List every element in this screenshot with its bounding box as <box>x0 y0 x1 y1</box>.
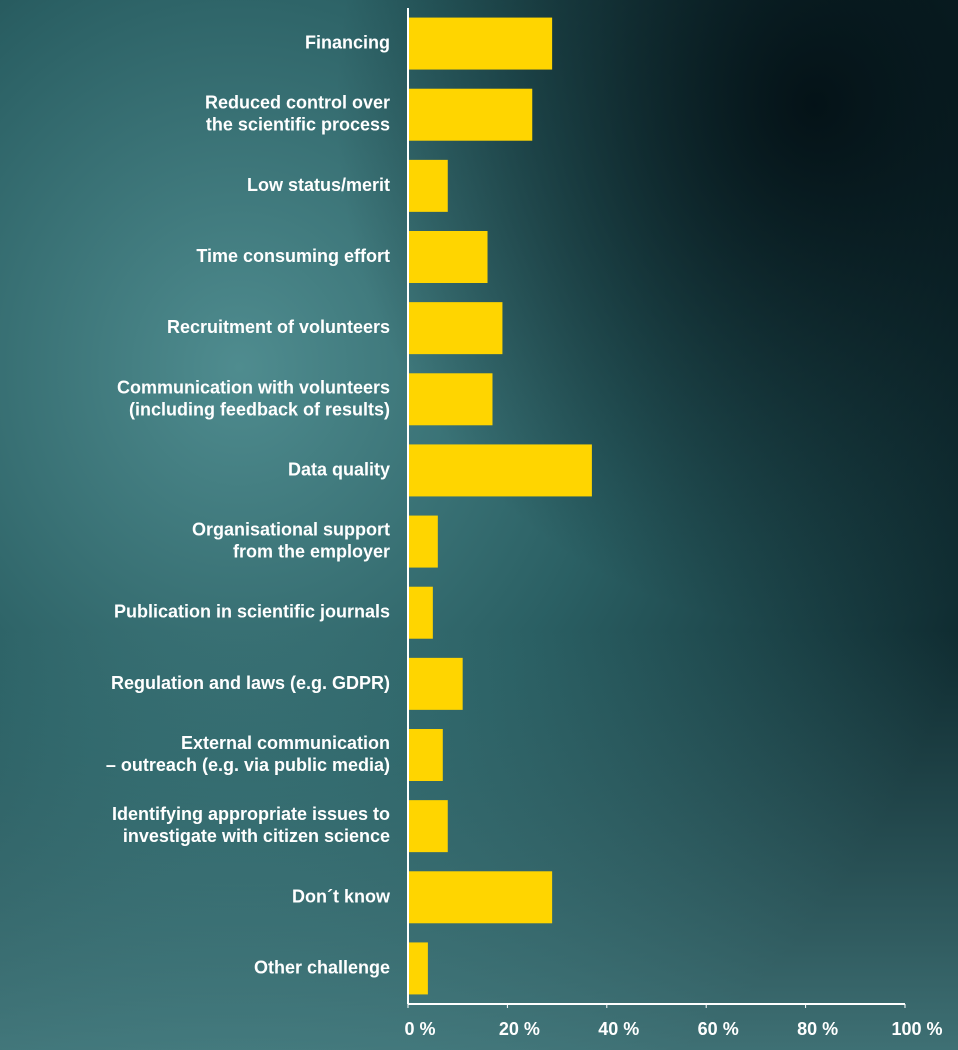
y-tick-label: Publication in scientific journals <box>114 601 390 621</box>
y-tick-label: Low status/merit <box>247 175 390 195</box>
y-tick-label: Other challenge <box>254 957 390 977</box>
y-tick-label: External communication – outreach (e.g. v… <box>106 733 390 775</box>
y-tick-label: Organisational support from the employer <box>192 519 390 561</box>
y-tick-label: Identifying appropriate issues to investi… <box>112 804 390 846</box>
bar <box>408 373 493 426</box>
y-tick-label: Don´t know <box>292 886 391 906</box>
bar <box>408 586 433 639</box>
y-tick-label: Financing <box>305 32 390 52</box>
y-tick-label: Regulation and laws (e.g. GDPR) <box>111 673 390 693</box>
bar <box>408 159 448 212</box>
bar <box>408 302 503 355</box>
x-tick-label: 60 % <box>698 1019 739 1039</box>
y-tick-label: Recruitment of volunteers <box>167 317 390 337</box>
y-tick-label: Reduced control over the scientific proce… <box>205 92 390 134</box>
x-tick-label: 0 % <box>404 1019 435 1039</box>
x-tick-label: 20 % <box>499 1019 540 1039</box>
x-tick-label: 100 % <box>891 1019 942 1039</box>
bar <box>408 657 463 710</box>
bar <box>408 17 553 70</box>
x-tick-label: 40 % <box>598 1019 639 1039</box>
bar <box>408 800 448 853</box>
bar <box>408 444 592 497</box>
x-tick-label: 80 % <box>797 1019 838 1039</box>
y-tick-label: Data quality <box>288 459 390 479</box>
bar <box>408 871 553 924</box>
bar <box>408 88 533 141</box>
bar <box>408 515 438 568</box>
y-tick-label: Time consuming effort <box>196 246 390 266</box>
y-tick-label: Communication with volunteers (including … <box>117 377 390 419</box>
bar <box>408 231 488 283</box>
bar <box>408 729 443 781</box>
bar <box>408 942 428 995</box>
